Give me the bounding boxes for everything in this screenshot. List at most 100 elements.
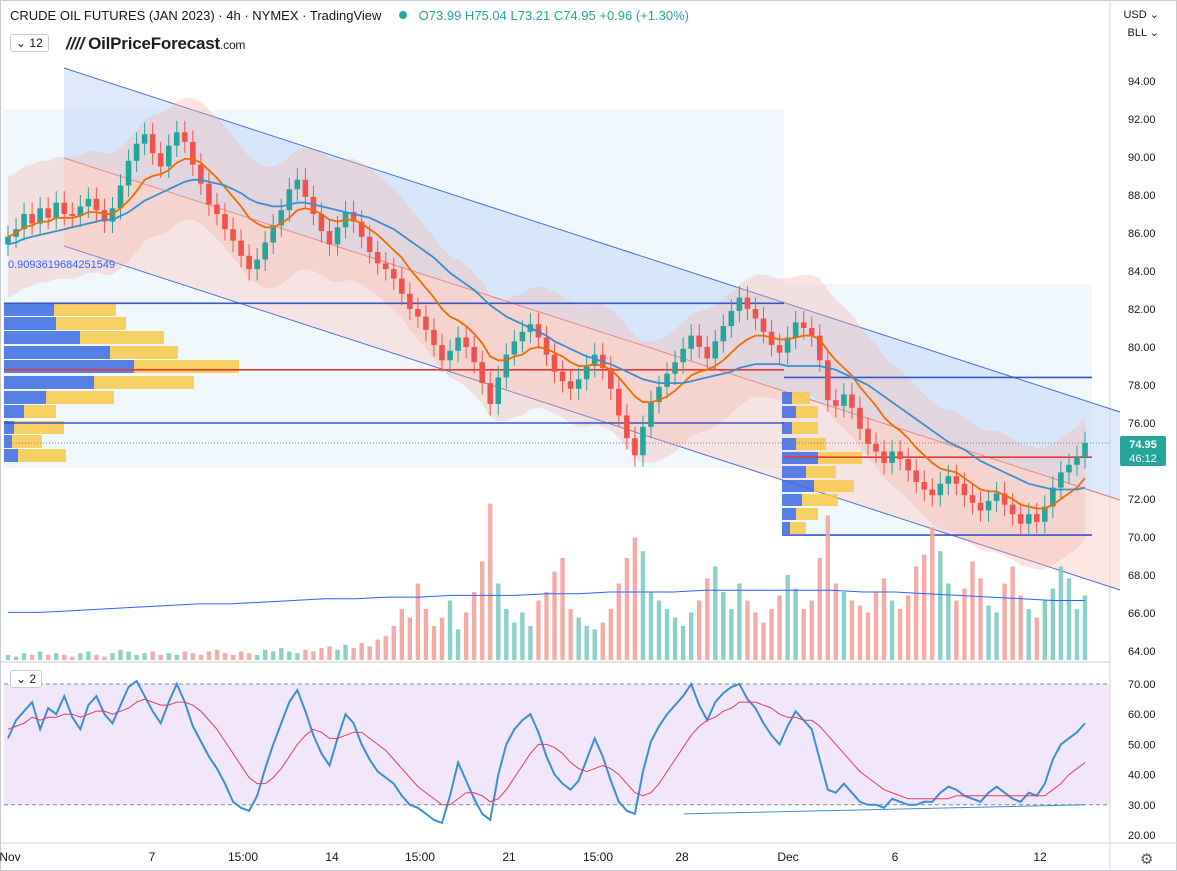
volume-profile-bar-up bbox=[782, 422, 792, 434]
volume-bar bbox=[447, 600, 453, 660]
rsi-indicator-toggle-button[interactable]: ⌄ 2 bbox=[10, 670, 43, 688]
volume-bar bbox=[246, 653, 252, 660]
volume-bar bbox=[552, 571, 557, 660]
candle-body bbox=[640, 426, 646, 456]
candle-body bbox=[905, 459, 911, 471]
candle-body bbox=[125, 160, 132, 186]
candle-body bbox=[326, 231, 333, 245]
time-tick-label: 28 bbox=[675, 850, 689, 864]
chart-header: CRUDE OIL FUTURES (JAN 2023) · 4h · NYME… bbox=[10, 8, 689, 23]
candle-body bbox=[262, 242, 268, 260]
candle-body bbox=[519, 331, 526, 342]
volume-bar bbox=[809, 600, 814, 660]
volume-profile-bar-up bbox=[4, 331, 80, 344]
gear-icon[interactable]: ⚙ bbox=[1140, 851, 1154, 868]
volume-bar bbox=[1034, 617, 1039, 660]
volume-profile-bar-down bbox=[18, 449, 66, 462]
candle-body bbox=[302, 179, 309, 197]
candle-body bbox=[808, 328, 815, 336]
volume-bar bbox=[825, 515, 831, 660]
chevron-down-icon: ⌄ bbox=[16, 672, 30, 686]
volume-bar bbox=[664, 609, 670, 660]
candle-body bbox=[350, 212, 357, 222]
volume-bar bbox=[126, 651, 131, 660]
logo-name: OilPriceForecast bbox=[88, 34, 221, 53]
candle-body bbox=[149, 134, 156, 154]
volume-profile-bar-up bbox=[4, 317, 56, 330]
volume-bar bbox=[262, 649, 268, 660]
chevron-down-icon: ⌄ bbox=[16, 36, 30, 50]
volume-bar bbox=[504, 609, 509, 660]
volume-bar bbox=[439, 617, 445, 660]
volume-bar bbox=[721, 592, 726, 660]
candle-body bbox=[182, 132, 188, 142]
time-tick-label: 14 bbox=[325, 850, 339, 864]
candle-body bbox=[382, 263, 389, 270]
volume-bar bbox=[753, 612, 758, 660]
volume-bar bbox=[889, 600, 895, 660]
candle-body bbox=[897, 451, 903, 460]
price-tick-label: 80.00 bbox=[1128, 342, 1156, 354]
candle-body bbox=[165, 145, 172, 167]
volume-bar bbox=[560, 558, 565, 660]
volume-profile-bar-down bbox=[796, 438, 826, 450]
candle-body bbox=[704, 347, 711, 359]
volume-bar bbox=[922, 554, 927, 660]
candle-body bbox=[833, 400, 839, 406]
volume-bar bbox=[1026, 609, 1031, 660]
candle-body bbox=[913, 470, 920, 482]
currency-label: USD bbox=[1123, 9, 1147, 21]
volume-bar bbox=[938, 551, 943, 660]
volume-profile-bar-up bbox=[4, 449, 18, 462]
candle-body bbox=[141, 134, 148, 144]
candle-body bbox=[69, 214, 76, 216]
time-tick-label: 21 bbox=[502, 850, 516, 864]
candle-body bbox=[374, 252, 381, 264]
volume-profile-bar-down bbox=[110, 346, 178, 359]
interval-label[interactable]: 4h bbox=[226, 8, 241, 23]
volume-bar bbox=[287, 651, 292, 660]
volume-bar bbox=[110, 653, 115, 660]
volume-bar bbox=[713, 566, 718, 660]
candle-body bbox=[760, 318, 767, 332]
volume-bar bbox=[1082, 595, 1088, 660]
candle-body bbox=[45, 208, 51, 218]
indicator-toggle-button[interactable]: ⌄ 12 bbox=[10, 34, 49, 52]
currency-selector[interactable]: USD ⌄ bbox=[1123, 8, 1159, 21]
candle-body bbox=[696, 335, 703, 347]
ema-slow-line bbox=[7, 178, 1086, 491]
symbol-title[interactable]: CRUDE OIL FUTURES (JAN 2023) bbox=[10, 8, 215, 23]
candle-body bbox=[1050, 487, 1056, 507]
volume-bar bbox=[986, 605, 991, 660]
volume-bar bbox=[238, 651, 244, 660]
volume-profile-bar-up bbox=[782, 438, 796, 450]
price-tick-label: 82.00 bbox=[1128, 304, 1156, 316]
candle-body bbox=[680, 348, 686, 363]
candle-body bbox=[953, 476, 960, 484]
rsi-tick-label: 20.00 bbox=[1128, 830, 1156, 842]
candle-body bbox=[776, 345, 783, 353]
volume-profile-bar-down bbox=[14, 421, 64, 434]
candle-body bbox=[415, 309, 421, 317]
volume-bar bbox=[214, 649, 220, 660]
candle-body bbox=[238, 240, 244, 256]
volume-bar bbox=[672, 617, 678, 660]
rsi-band bbox=[4, 684, 1110, 805]
rsi-tick-label: 30.00 bbox=[1128, 800, 1156, 812]
volume-profile-bar-down bbox=[806, 466, 836, 478]
volume-bar bbox=[480, 561, 485, 660]
volume-bar bbox=[793, 588, 798, 660]
volume-bar bbox=[865, 612, 871, 660]
candle-body bbox=[286, 189, 293, 211]
price-tick-label: 64.00 bbox=[1128, 646, 1156, 658]
candle-body bbox=[985, 500, 992, 511]
time-tick-label: Nov bbox=[0, 850, 21, 864]
volume-bar bbox=[367, 646, 372, 660]
candle-body bbox=[222, 214, 228, 230]
price-tick-label: 66.00 bbox=[1128, 608, 1156, 620]
candle-body bbox=[591, 354, 598, 366]
unit-selector[interactable]: BLL ⌄ bbox=[1128, 26, 1159, 39]
volume-bar bbox=[142, 653, 147, 660]
volume-profile-bar-down bbox=[134, 360, 239, 373]
